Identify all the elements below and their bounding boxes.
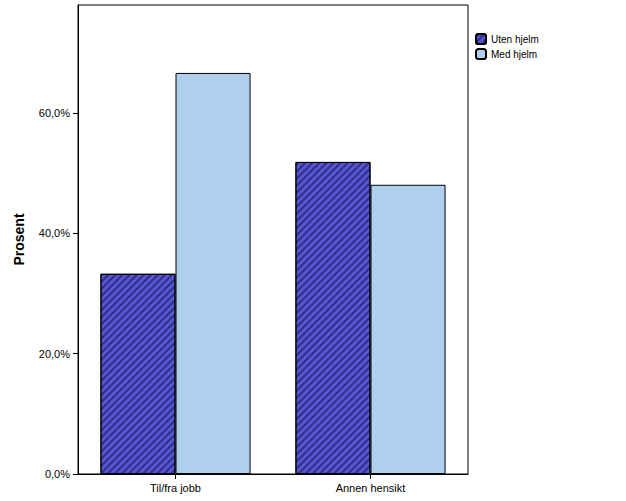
svg-text:60,0%: 60,0% (39, 107, 70, 119)
svg-text:Med hjelm: Med hjelm (491, 49, 537, 60)
svg-text:Uten hjelm: Uten hjelm (491, 34, 539, 45)
svg-text:Til/fra jobb: Til/fra jobb (150, 482, 201, 494)
svg-text:Prosent: Prosent (11, 213, 27, 265)
svg-text:Annen hensikt: Annen hensikt (336, 482, 406, 494)
svg-text:20,0%: 20,0% (39, 348, 70, 360)
svg-text:40,0%: 40,0% (39, 227, 70, 239)
svg-text:0,0%: 0,0% (45, 468, 70, 480)
